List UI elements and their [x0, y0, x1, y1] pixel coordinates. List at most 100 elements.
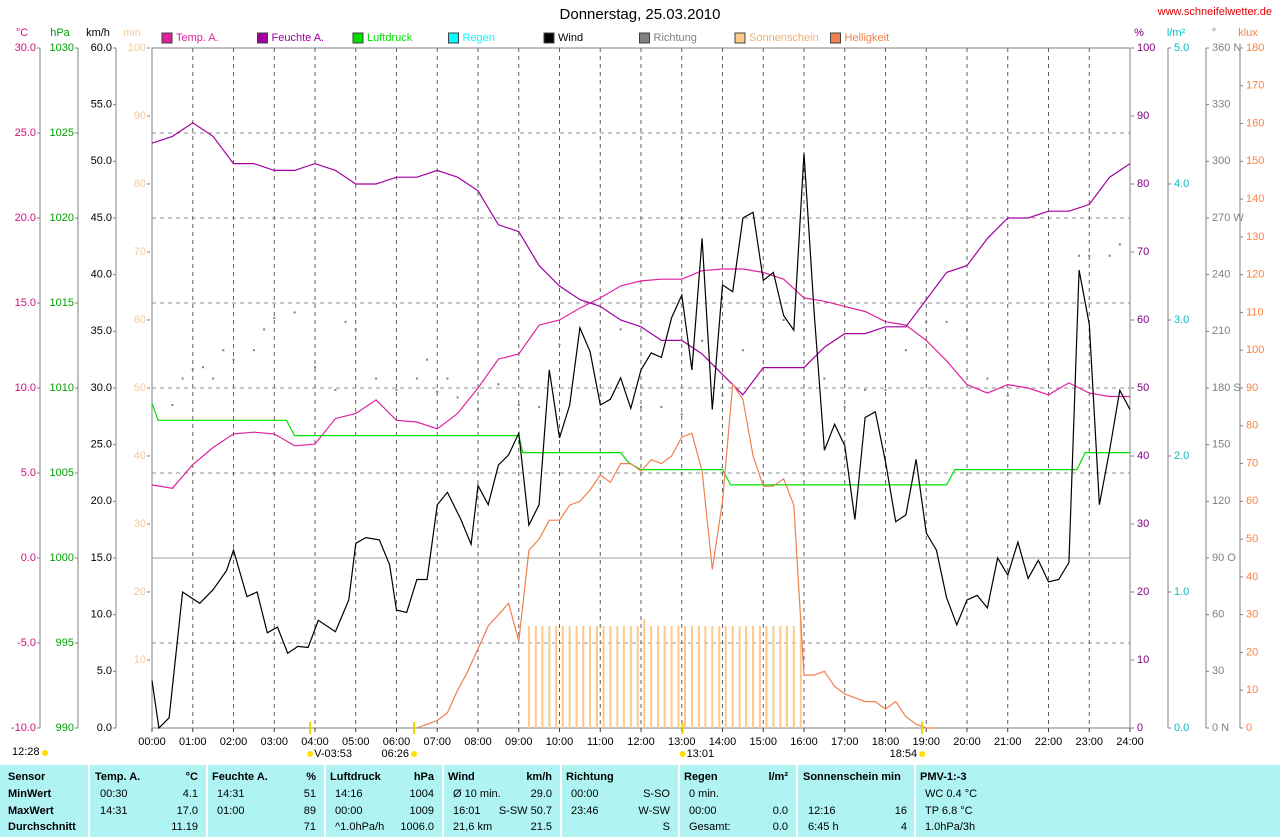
direction-dot — [803, 328, 805, 331]
legend-label: Feuchte A. — [272, 32, 325, 44]
table-cell: 1004 — [409, 788, 434, 800]
y-tick-label: 5.0 — [97, 665, 112, 677]
y-tick-label: 100 — [1137, 42, 1155, 54]
table-cell: 71 — [303, 821, 316, 833]
column-separator — [206, 765, 208, 837]
y-tick-label: 1030 — [50, 42, 74, 54]
table-cell: Sonnenschein min — [803, 771, 901, 783]
table-cell: 1006.0 — [400, 821, 434, 833]
table-cell: 89 — [303, 804, 316, 817]
direction-dot — [864, 388, 867, 391]
direction-dot — [660, 405, 663, 408]
direction-dot — [354, 328, 357, 331]
x-tick-label: 18:00 — [872, 736, 900, 748]
y-tick-label: 150 — [1246, 155, 1264, 167]
table-cell: Richtung — [566, 771, 614, 783]
direction-dot — [375, 377, 378, 380]
table-cell: 12:16 — [808, 804, 836, 817]
table-cell: 14:31 — [217, 788, 245, 800]
table-cell: Temp. A. — [95, 771, 141, 783]
table-cell: W-SW — [638, 804, 670, 817]
y-tick-label: 2.0 — [1174, 450, 1189, 462]
chart-title: Donnerstag, 25.03.2010 — [560, 6, 721, 23]
y-tick-label: 5.0 — [1174, 42, 1189, 54]
x-tick-label: 14:00 — [709, 736, 737, 748]
legend-swatch — [352, 32, 364, 44]
direction-dot — [762, 319, 765, 321]
y-tick-label: 40 — [1137, 450, 1149, 462]
table-cell: 0.0 — [772, 804, 788, 817]
event-label: 06:26 — [381, 748, 409, 760]
event-label: V-03:53 — [314, 748, 352, 760]
table-cell: l/m² — [768, 771, 788, 783]
x-tick-label: 02:00 — [220, 736, 248, 748]
direction-dot — [538, 405, 541, 408]
y-tick-label: 140 — [1246, 193, 1264, 205]
direction-dot — [599, 394, 602, 397]
axis-title: °C — [16, 27, 28, 39]
y-tick-label: 110 — [1246, 306, 1264, 318]
table-cell: 6:45 h — [808, 821, 839, 833]
table-cell: 01:00 — [217, 804, 245, 817]
y-tick-label: 35.0 — [91, 325, 112, 337]
y-tick-label: 1000 — [50, 552, 74, 564]
direction-dot — [1047, 368, 1050, 371]
direction-dot — [344, 320, 347, 323]
y-tick-label: 50.0 — [91, 155, 112, 167]
y-tick-label: 80 — [134, 178, 146, 190]
y-tick-label: 55.0 — [91, 99, 112, 111]
direction-dot — [843, 405, 846, 408]
y-tick-label: 80 — [1137, 178, 1149, 190]
x-tick-label: 12:00 — [627, 736, 655, 748]
event-icon — [919, 751, 926, 757]
event-icon — [307, 751, 314, 757]
column-separator — [324, 765, 326, 837]
y-tick-label: 45.0 — [91, 212, 112, 224]
x-tick-label: 01:00 — [179, 736, 207, 748]
y-tick-label: 170 — [1246, 80, 1264, 92]
y-tick-label: 1020 — [50, 212, 74, 224]
y-tick-label: 180 — [1246, 42, 1264, 54]
y-tick-label: 10 — [1246, 684, 1258, 696]
table-cell: Wind — [448, 771, 475, 783]
legend-label: Luftdruck — [367, 32, 413, 44]
direction-dot — [966, 328, 968, 331]
direction-dot — [181, 377, 184, 380]
y-tick-label: 70 — [1137, 246, 1149, 258]
table-cell: Gesamt: — [689, 821, 731, 833]
y-tick-label: 90 O — [1212, 552, 1236, 564]
table-cell: 11.19 — [171, 821, 198, 833]
table-cell: hPa — [413, 771, 434, 783]
x-tick-label: 23:00 — [1075, 736, 1103, 748]
table-cell: 21,6 km — [453, 821, 493, 833]
legend-swatch — [830, 32, 841, 44]
column-separator — [914, 765, 916, 837]
x-tick-label: 05:00 — [342, 736, 370, 748]
direction-dot — [395, 388, 398, 391]
y-tick-label: 15.0 — [91, 552, 112, 564]
direction-dot — [1108, 254, 1111, 257]
series-line — [151, 153, 1131, 730]
axis-title: km/h — [86, 27, 110, 39]
table-cell: Ø 10 min. — [453, 788, 501, 800]
y-tick-label: 1010 — [50, 382, 74, 394]
axis-title: klux — [1238, 27, 1258, 39]
direction-dot — [446, 377, 449, 380]
table-cell: 4 — [900, 821, 907, 833]
table-cell: Sensor — [8, 771, 46, 783]
y-tick-label: 30.0 — [91, 382, 112, 394]
legend-swatch — [543, 32, 555, 44]
y-tick-label: 10.0 — [15, 382, 36, 394]
y-tick-label: 90 — [134, 110, 146, 122]
legend-swatch — [734, 32, 746, 44]
y-tick-label: 60.0 — [91, 42, 112, 54]
y-tick-label: 0 — [1246, 722, 1252, 734]
y-tick-label: 25.0 — [15, 127, 36, 139]
y-tick-label: 0 — [1137, 722, 1143, 734]
stats-table: Sensor Temp. A. °C Feuchte A.% Luftdruck hPa W… — [0, 765, 1280, 837]
y-tick-label: 270 W — [1212, 212, 1244, 224]
legend-swatch — [257, 32, 268, 44]
event-icon — [679, 751, 686, 757]
legend-swatch — [639, 32, 650, 44]
y-tick-label: 25.0 — [91, 439, 112, 451]
